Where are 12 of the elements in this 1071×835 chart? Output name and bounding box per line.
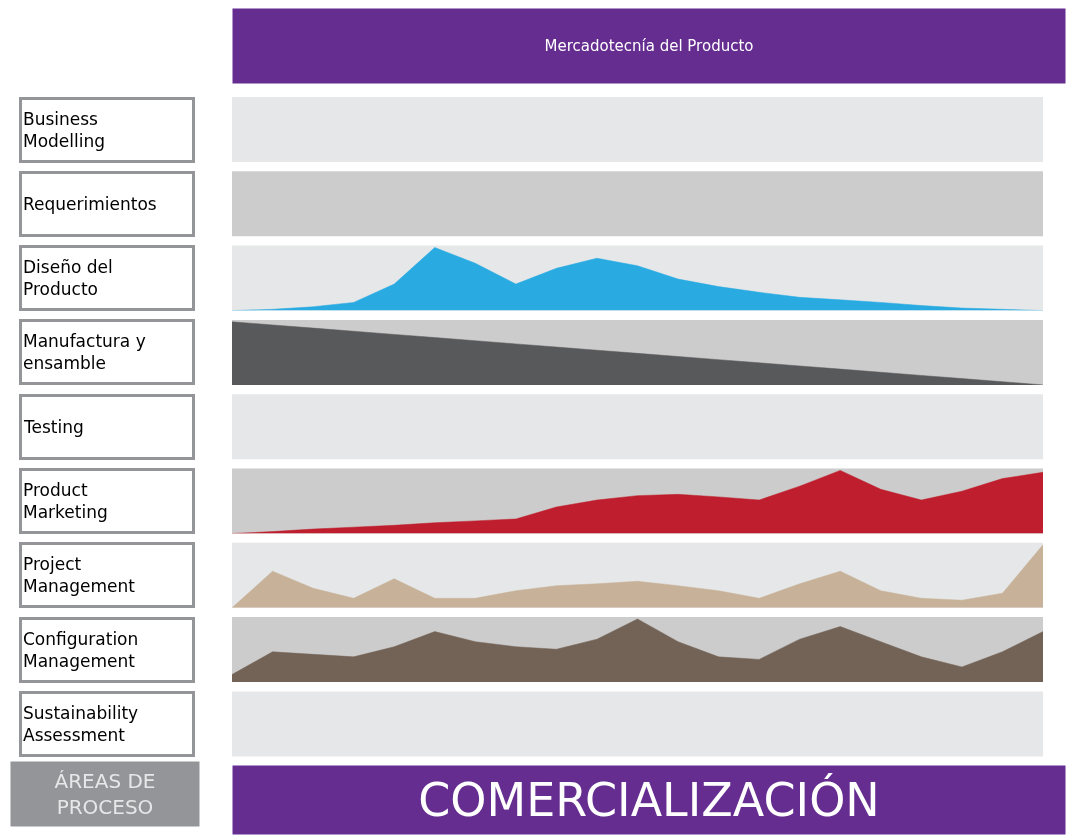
text: Business Modelling [23, 108, 106, 152]
y-axis-title: Manufactura y ensamble [23, 330, 146, 374]
y-axis-title: Product Marketing [23, 479, 108, 523]
y-axis-title: Project Management [23, 553, 136, 597]
text: Mercadotecnía del Producto [544, 37, 754, 55]
text: Testing [23, 417, 84, 437]
text: COMERCIALIZACIÓN [418, 773, 880, 827]
text: Requerimientos [23, 194, 157, 214]
y-axis-title: Diseño del Producto [23, 256, 113, 300]
text: ÁREAS DE PROCESO [54, 769, 156, 819]
y-axis-title: Configuration Management [23, 628, 139, 672]
text: Sustainability Assessment [23, 702, 139, 746]
